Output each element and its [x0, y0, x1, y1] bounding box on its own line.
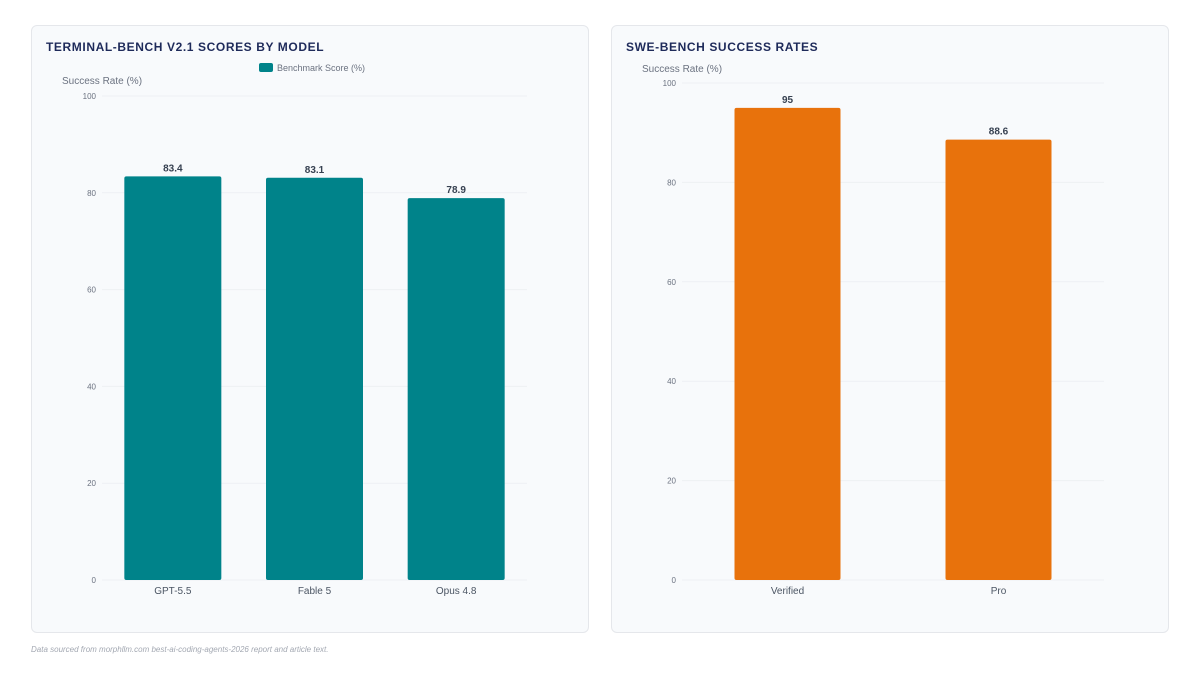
- x-tick-label: Pro: [991, 586, 1007, 597]
- source-footnote: Data sourced from morphllm.com best-ai-c…: [31, 645, 329, 654]
- bar-value-label: 88.6: [989, 127, 1009, 138]
- y-tick-label: 80: [667, 178, 676, 187]
- swe-bench-chart: 0 20 40 60 80 100 Success Rate (%) 95 Verified 88…: [642, 64, 1104, 597]
- legend-swatch: [259, 63, 273, 72]
- bar: [407, 198, 505, 580]
- bar-value-label: 95: [782, 95, 794, 106]
- swe-bench-chart-card: SWE-BENCH SUCCESS RATES 0 20 40 60 80 100 Succ…: [611, 25, 1169, 633]
- y-tick-label: 60: [667, 278, 676, 287]
- bar-value-label: 83.4: [163, 163, 183, 174]
- y-tick-label: 60: [87, 286, 96, 295]
- bar-value-label: 83.1: [305, 165, 325, 176]
- bar: [734, 107, 841, 580]
- chart-title: SWE-BENCH SUCCESS RATES: [626, 40, 819, 54]
- y-tick-label: 40: [87, 382, 96, 391]
- x-tick-label: Verified: [771, 586, 804, 597]
- y-axis-label: Success Rate (%): [62, 76, 142, 87]
- terminal-bench-chart-card: TERMINAL-BENCH V2.1 SCORES BY MODEL 0 20 4…: [31, 25, 589, 633]
- x-tick-label: Fable 5: [298, 586, 332, 597]
- y-tick-label: 20: [667, 477, 676, 486]
- bar-value-label: 78.9: [446, 185, 466, 196]
- chart-title: TERMINAL-BENCH V2.1 SCORES BY MODEL: [46, 40, 325, 54]
- y-axis-label: Success Rate (%): [642, 64, 722, 75]
- x-tick-label: Opus 4.8: [436, 586, 477, 597]
- y-tick-label: 100: [83, 92, 97, 101]
- y-tick-label: 80: [87, 189, 96, 198]
- y-tick-label: 100: [663, 79, 677, 88]
- bar: [945, 139, 1052, 580]
- legend-label: Benchmark Score (%): [277, 63, 365, 73]
- terminal-bench-chart: 0 20 40 60 80 100 Success Rate (%) Benchmark Sc…: [62, 63, 527, 597]
- bar: [266, 177, 363, 580]
- x-tick-label: GPT-5.5: [154, 586, 192, 597]
- y-tick-label: 0: [92, 576, 97, 585]
- y-tick-label: 20: [87, 479, 96, 488]
- bar: [124, 176, 222, 580]
- y-tick-label: 40: [667, 377, 676, 386]
- y-tick-label: 0: [672, 576, 677, 585]
